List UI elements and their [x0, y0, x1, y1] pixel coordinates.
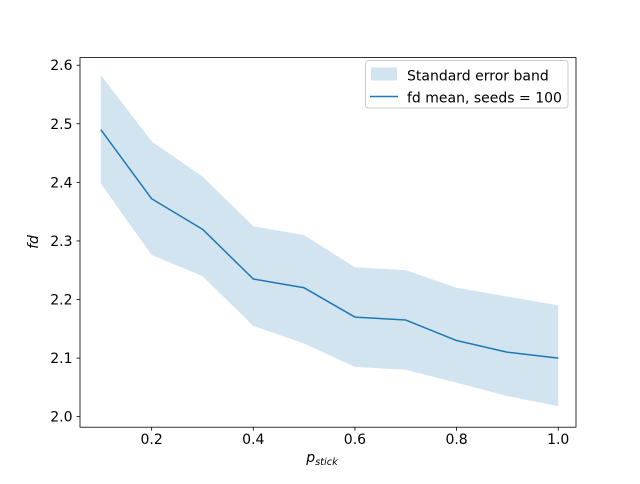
legend: Standard error band fd mean, seeds = 100: [365, 60, 569, 109]
legend-band-swatch: [371, 67, 397, 81]
y-tick-label: 2.1: [50, 351, 72, 367]
y-tick-label: 2.2: [50, 293, 72, 309]
x-axis-label: pstick: [305, 450, 338, 468]
legend-box: [365, 60, 569, 109]
y-tick-label: 2.5: [50, 117, 72, 133]
x-axis-label-subscript: stick: [315, 457, 338, 468]
error-band: [100, 75, 559, 407]
legend-line-label: fd mean, seeds = 100: [407, 91, 562, 107]
y-tick-label: 2.0: [50, 410, 72, 426]
y-tick-label: 2.6: [50, 58, 72, 74]
x-tick-label: 0.2: [141, 432, 163, 448]
x-tick-label: 0.4: [242, 432, 264, 448]
x-axis-label-base: p: [305, 450, 315, 466]
legend-band-label: Standard error band: [407, 69, 549, 85]
y-tick-label: 2.3: [50, 234, 72, 250]
y-tick-label: 2.4: [50, 175, 72, 191]
x-tick-label: 0.6: [344, 432, 366, 448]
x-tick-label: 1.0: [547, 432, 569, 448]
mean-line: [100, 129, 559, 359]
data-layer: [100, 75, 559, 407]
y-axis-label: fd: [26, 235, 42, 249]
x-tick-label: 0.8: [445, 432, 467, 448]
ticks-layer: 0.2 0.4 0.6 0.8 1.0 2.0 2.1 2.2 2.3 2.4 2.5 2.6: [50, 58, 569, 448]
plot-area: [79, 57, 577, 428]
